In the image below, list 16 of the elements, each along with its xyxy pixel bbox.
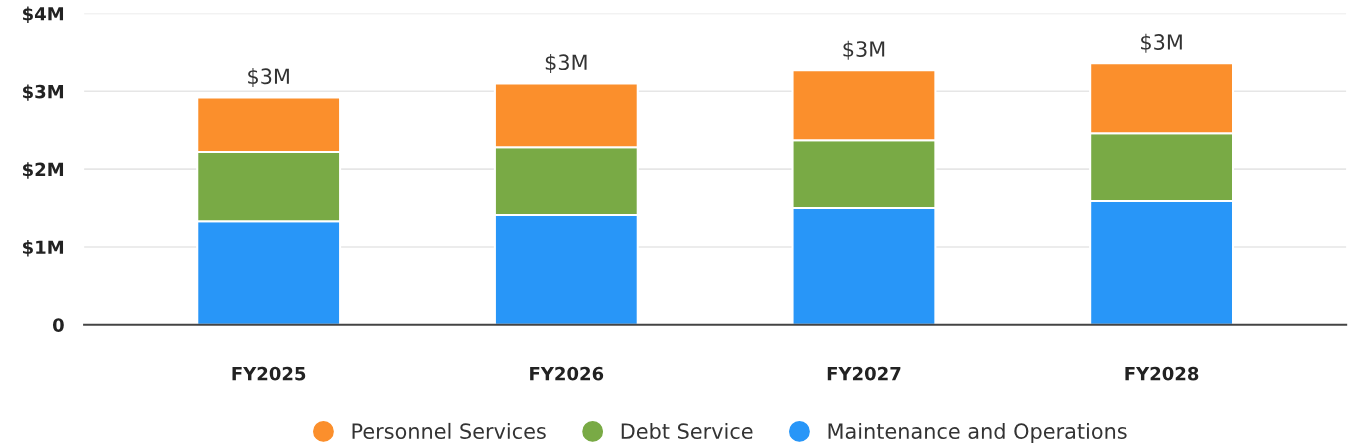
legend-label: Personnel Services — [352, 422, 546, 440]
x-tick-label: FY2027 — [827, 366, 901, 381]
y-tick-label: $2M — [23, 162, 64, 179]
x-tick-label: FY2025 — [232, 366, 306, 381]
total-label: $3M — [545, 53, 587, 73]
legend-label: Debt Service — [621, 422, 753, 440]
x-tick-label: FY2026 — [530, 366, 604, 381]
y-tick-label: 0 — [52, 318, 64, 332]
total-label: $3M — [843, 40, 885, 60]
y-tick-label: $1M — [23, 240, 64, 257]
y-tick-label: $4M — [23, 6, 64, 23]
x-tick-label: FY2028 — [1125, 366, 1199, 381]
total-label: $3M — [1141, 33, 1182, 53]
legend-label: Maintenance and Operations — [828, 422, 1127, 444]
total-label: $3M — [248, 68, 289, 87]
y-tick-label: $3M — [23, 84, 64, 101]
